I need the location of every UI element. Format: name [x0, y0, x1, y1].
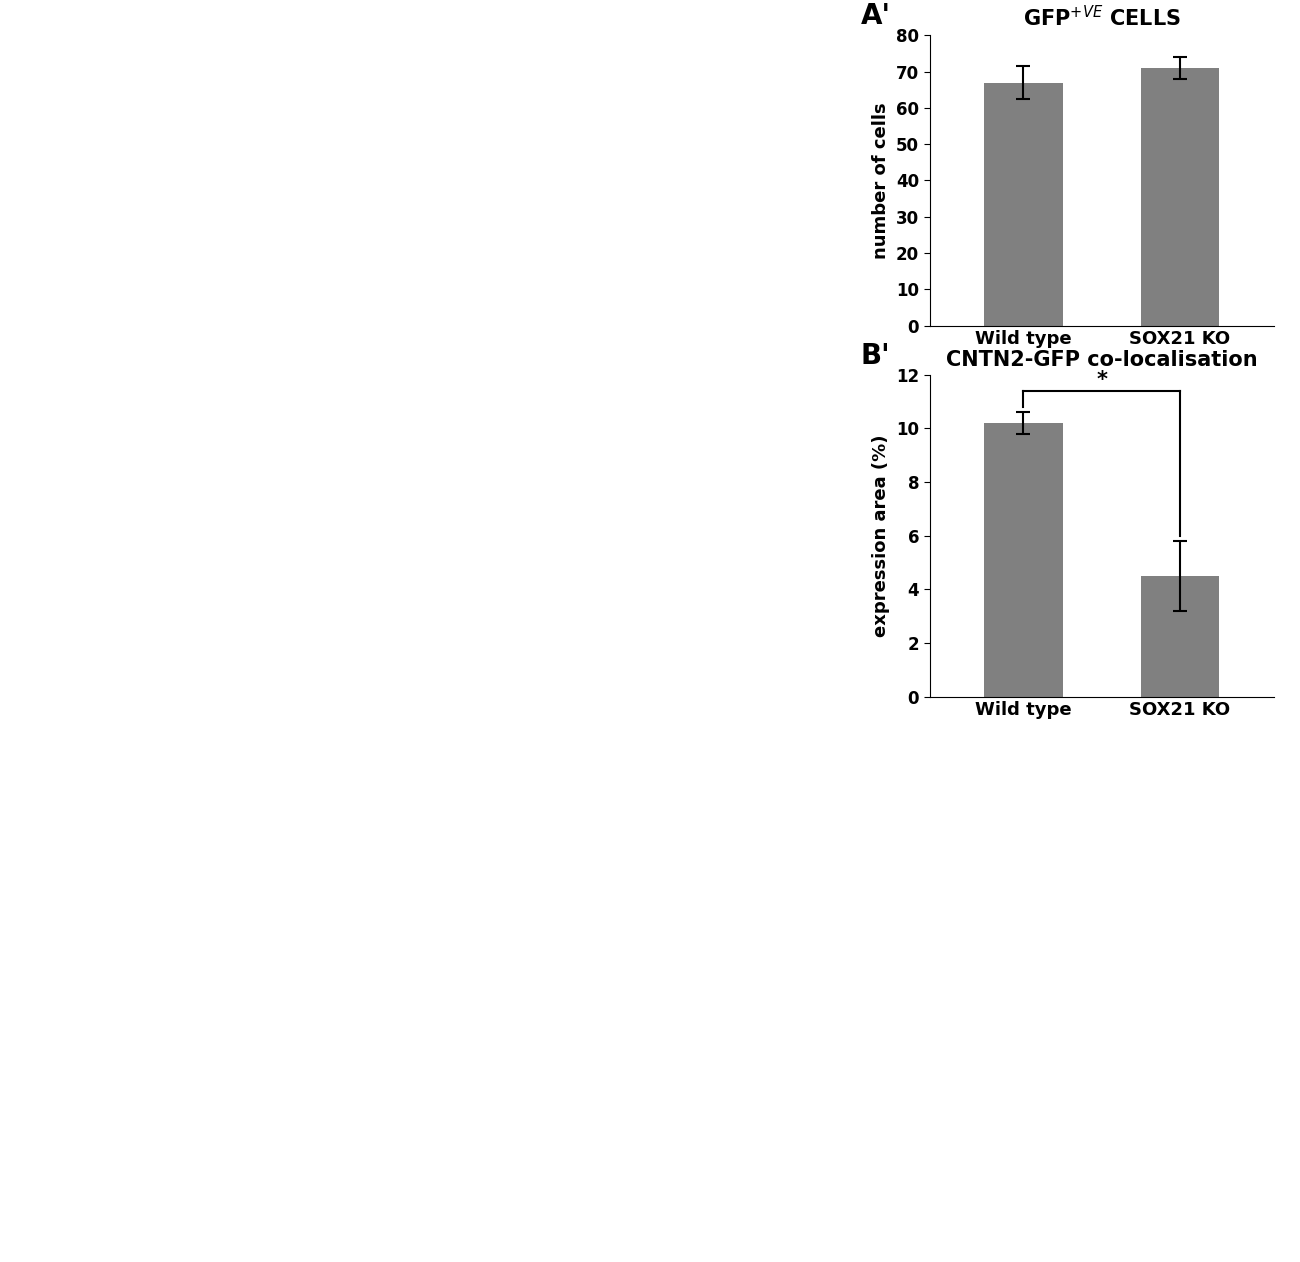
Text: B': B' — [861, 342, 890, 370]
Y-axis label: expression area (%): expression area (%) — [872, 434, 891, 637]
Text: *: * — [1096, 370, 1108, 390]
Bar — [984, 423, 1062, 697]
Bar — [1141, 575, 1219, 697]
Text: GFP$^{+VE}$ CELLS: GFP$^{+VE}$ CELLS — [1023, 5, 1180, 30]
Bar — [984, 82, 1062, 326]
Text: CNTN2-GFP co-localisation: CNTN2-GFP co-localisation — [946, 350, 1257, 370]
Bar — [1141, 68, 1219, 326]
Text: A': A' — [861, 3, 890, 30]
Y-axis label: number of cells: number of cells — [872, 102, 891, 259]
